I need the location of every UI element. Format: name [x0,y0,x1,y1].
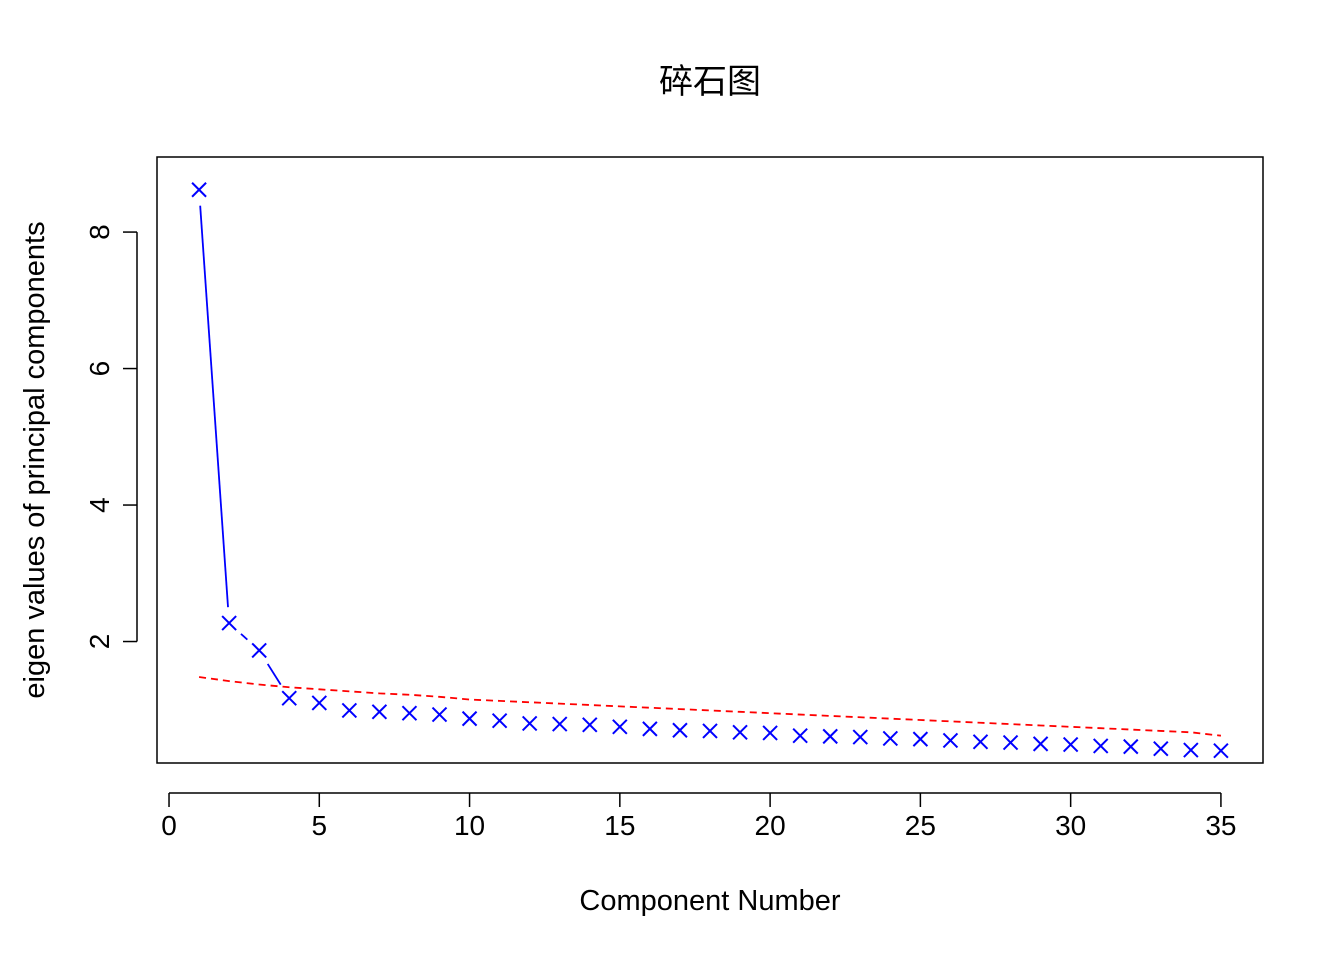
data-point-marker [251,642,267,659]
x-tick-label: 0 [161,810,177,841]
data-point-marker [642,721,658,737]
y-tick-label: 4 [84,497,115,513]
chart-title: 碎石图 [659,62,761,102]
data-point-marker [552,716,568,732]
series-segment [240,633,248,641]
data-point-marker [221,615,237,631]
data-point-marker [1213,743,1229,759]
data-point-marker [1123,738,1139,755]
data-point-marker [732,724,748,740]
x-axis: 0 5 10 15 20 25 30 35 [161,792,1237,841]
data-point-marker [1002,734,1019,751]
data-point-marker [1153,740,1169,757]
data-point-marker [702,723,718,739]
data-point-marker [371,704,388,720]
data-point-marker [852,729,868,745]
data-point-marker [1183,742,1199,758]
data-point-marker [672,722,688,738]
x-tick-label: 35 [1205,810,1236,841]
y-axis-label: eigen values of principal components [19,221,51,698]
plot-frame [156,156,1264,764]
data-point-marker [491,712,508,729]
data-point-marker [1062,736,1079,753]
data-point-marker [912,731,929,747]
data-point-marker [882,730,899,747]
data-point-marker [582,717,598,733]
data-point-marker [1032,736,1049,752]
x-tick-label: 20 [755,810,786,841]
series-segment [199,205,229,608]
data-point-marker [461,710,478,727]
x-tick-label: 15 [604,810,635,841]
y-tick-label: 2 [84,634,115,650]
x-axis-label: Component Number [579,885,840,917]
data-point-marker [311,695,328,711]
data-point-marker [341,702,358,719]
y-tick-label: 6 [84,361,115,377]
data-point-marker [1092,738,1109,754]
data-point-marker [431,706,448,723]
x-tick-label: 30 [1055,810,1086,841]
y-tick-label: 8 [84,224,115,240]
series-layer [191,182,1229,759]
data-point-marker [521,715,538,732]
data-point-marker [792,727,808,744]
data-point-marker [762,725,778,741]
data-point-marker [972,734,989,750]
x-tick-label: 5 [312,810,328,841]
data-point-marker [191,182,207,198]
series-segment [266,663,282,686]
series-actual [191,182,1229,759]
data-point-marker [281,690,297,706]
series-line-simulated [198,676,1222,737]
x-tick-label: 10 [454,810,485,841]
data-point-marker [401,705,418,721]
x-tick-label: 25 [905,810,936,841]
data-point-marker [822,728,838,745]
series-simulated [198,676,1222,737]
data-point-marker [942,732,959,749]
data-point-marker [612,719,628,735]
y-axis: 2 4 6 8 [84,224,138,650]
